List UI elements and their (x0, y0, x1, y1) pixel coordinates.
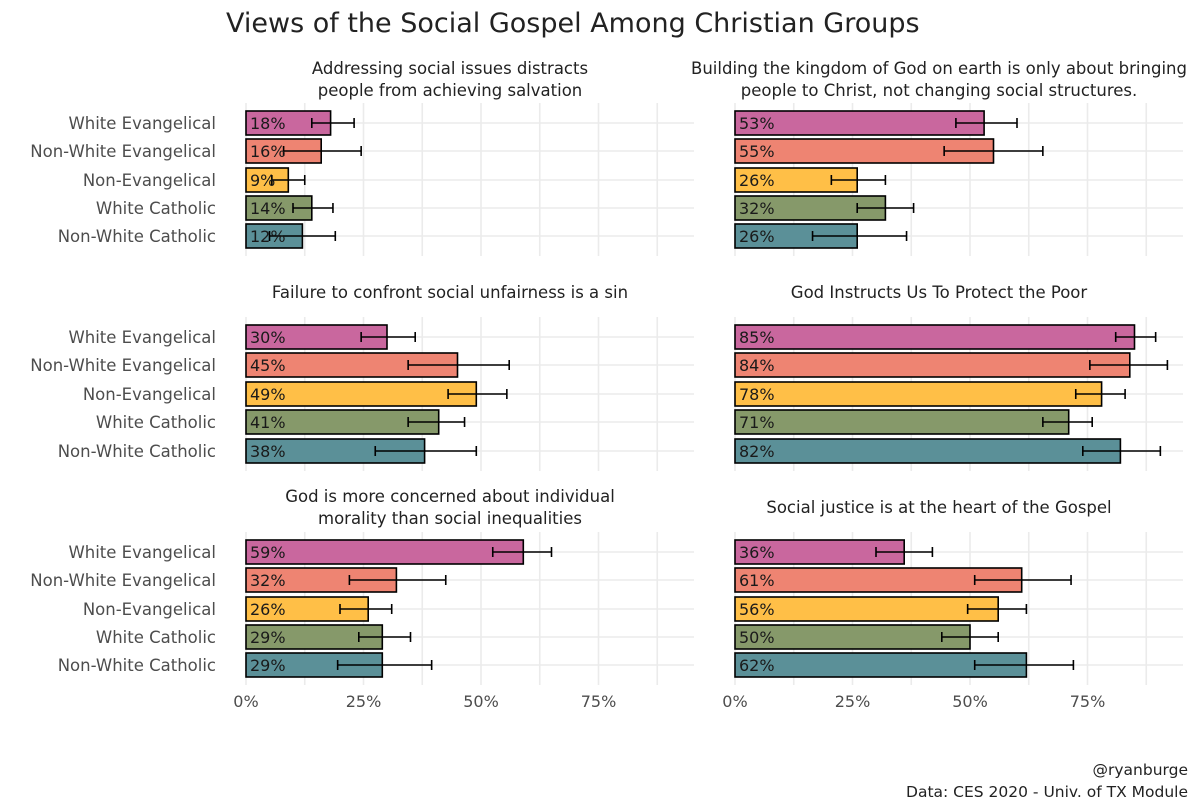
category-label: White Evangelical (68, 114, 216, 133)
panel-title: Social justice is at the heart of the Go… (766, 498, 1111, 517)
panel-title: God is more concerned about individual (285, 487, 615, 506)
bar-value-label: 32% (739, 199, 775, 218)
bar-value-label: 9% (250, 171, 275, 190)
category-label: Non-White Evangelical (30, 142, 216, 161)
bar (734, 409, 1070, 435)
bar-value-label: 36% (739, 543, 775, 562)
bar-value-label: 26% (250, 600, 286, 619)
bar-value-label: 38% (250, 442, 286, 461)
x-tick-label: 25% (346, 692, 382, 711)
category-label: Non-Evangelical (83, 385, 216, 404)
bar-value-label: 26% (739, 171, 775, 190)
bar-value-label: 18% (250, 114, 286, 133)
bar (734, 596, 1000, 622)
bar (734, 438, 1122, 464)
bar-value-label: 14% (250, 199, 286, 218)
category-label: Non-White Catholic (58, 656, 216, 675)
bar-value-label: 41% (250, 413, 286, 432)
caption-source: Data: CES 2020 - Univ. of TX Module (906, 783, 1188, 800)
category-label: White Catholic (96, 413, 216, 432)
x-tick-label: 75% (581, 692, 617, 711)
panel-title: Building the kingdom of God on earth is … (691, 59, 1187, 78)
bar-value-label: 56% (739, 600, 775, 619)
bar-value-label: 30% (250, 328, 286, 347)
bar-value-label: 71% (739, 413, 775, 432)
category-label: Non-White Evangelical (30, 571, 216, 590)
bar (245, 539, 525, 565)
category-label: Non-White Evangelical (30, 356, 216, 375)
bar (734, 381, 1103, 407)
bar-value-label: 59% (250, 543, 286, 562)
category-label: Non-White Catholic (58, 227, 216, 246)
category-label: Non-Evangelical (83, 171, 216, 190)
category-label: White Catholic (96, 199, 216, 218)
bar (245, 596, 369, 622)
x-tick-label: 75% (1070, 692, 1106, 711)
bar-value-label: 84% (739, 356, 775, 375)
panel-title: people to Christ, not changing social st… (741, 81, 1138, 100)
bar (245, 381, 478, 407)
panel-5: God is more concerned about individual mo… (30, 487, 694, 711)
x-tick-label: 25% (835, 692, 871, 711)
bar-value-label: 61% (739, 571, 775, 590)
bar-value-label: 82% (739, 442, 775, 461)
bar-value-label: 78% (739, 385, 775, 404)
chart-title: Views of the Social Gospel Among Christi… (226, 8, 920, 39)
x-tick-label: 50% (463, 692, 499, 711)
bar-value-label: 45% (250, 356, 286, 375)
panel-title: morality than social inequalities (318, 509, 582, 528)
bar-value-label: 50% (739, 628, 775, 647)
category-label: White Catholic (96, 628, 216, 647)
bar (734, 324, 1136, 350)
panel-6: Social justice is at the heart of the Go… (722, 498, 1183, 711)
x-tick-label: 50% (952, 692, 988, 711)
panel-1: Addressing social issues distracts people… (30, 59, 694, 256)
bar-value-label: 53% (739, 114, 775, 133)
bar-value-label: 29% (250, 656, 286, 675)
bar-value-label: 26% (739, 227, 775, 246)
caption-handle: @ryanburge (1092, 761, 1188, 779)
bar-value-label: 85% (739, 328, 775, 347)
bar-value-label: 12% (250, 227, 286, 246)
x-tick-label: 0% (722, 692, 747, 711)
bar-value-label: 29% (250, 628, 286, 647)
category-label: Non-White Catholic (58, 442, 216, 461)
panels: Addressing social issues distracts people… (30, 59, 1187, 711)
bar-value-label: 62% (739, 656, 775, 675)
panel-title: God Instructs Us To Protect the Poor (791, 283, 1088, 302)
panel-2: Building the kingdom of God on earth is … (691, 59, 1187, 256)
category-label: White Evangelical (68, 543, 216, 562)
panel-title: Failure to confront social unfairness is… (272, 283, 628, 302)
panel-title: Addressing social issues distracts (312, 59, 588, 78)
bar-value-label: 49% (250, 385, 286, 404)
category-label: Non-Evangelical (83, 600, 216, 619)
bar (734, 352, 1131, 378)
panel-title: people from achieving salvation (318, 81, 583, 100)
panel-3: Failure to confront social unfairness is… (30, 283, 694, 471)
panel-4: God Instructs Us To Protect the Poor 85% 8… (734, 283, 1183, 471)
x-tick-label: 0% (233, 692, 258, 711)
bar (734, 567, 1023, 593)
bar-value-label: 55% (739, 142, 775, 161)
bar-value-label: 32% (250, 571, 286, 590)
bar-value-label: 16% (250, 142, 286, 161)
bar (734, 110, 985, 136)
category-label: White Evangelical (68, 328, 216, 347)
